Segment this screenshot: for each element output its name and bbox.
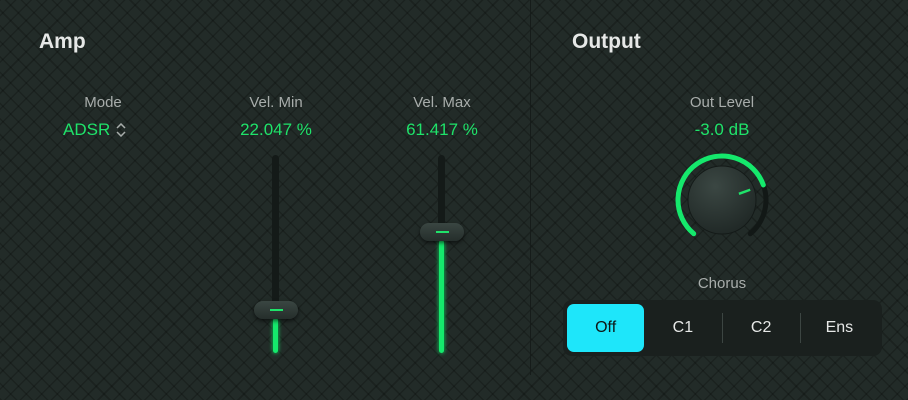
mode-value: ADSR	[63, 120, 111, 139]
slider-thumb[interactable]	[254, 301, 298, 320]
vel-max-value: 61.417 %	[406, 120, 478, 139]
out-level-value: -3.0 dB	[694, 120, 750, 139]
chorus-c1-button[interactable]: C1	[672, 319, 694, 336]
amp-title: Amp	[39, 30, 86, 53]
slider-thumb[interactable]	[420, 223, 464, 242]
slider-fill	[439, 240, 444, 353]
chorus-segmented-control: Off C1 C2 Ens	[563, 300, 882, 356]
slider-track	[272, 155, 279, 353]
vel-min-slider[interactable]	[254, 155, 298, 355]
chorus-off-button[interactable]: Off	[567, 304, 645, 352]
knob-value-arc	[675, 153, 766, 237]
vel-min-label: Vel. Min	[249, 94, 303, 111]
vel-max-label: Vel. Max	[413, 94, 471, 111]
chorus-label: Chorus	[697, 275, 747, 292]
section-divider	[530, 0, 531, 375]
output-title: Output	[572, 30, 641, 53]
mode-label: Mode	[84, 94, 122, 111]
out-level-knob[interactable]	[672, 150, 772, 250]
slider-fill	[273, 318, 278, 353]
vel-min-value: 22.047 %	[240, 120, 312, 139]
out-level-label: Out Level	[689, 94, 755, 111]
chorus-ens-button[interactable]: Ens	[825, 319, 854, 336]
separator	[799, 313, 801, 343]
knob-body	[687, 165, 757, 235]
up-down-chevron-icon	[116, 123, 126, 137]
separator	[721, 313, 723, 343]
chorus-c2-button[interactable]: C2	[750, 319, 772, 336]
knob-indicator	[738, 188, 751, 196]
vel-max-slider[interactable]	[420, 155, 464, 355]
mode-selector[interactable]: ADSR	[63, 120, 126, 140]
